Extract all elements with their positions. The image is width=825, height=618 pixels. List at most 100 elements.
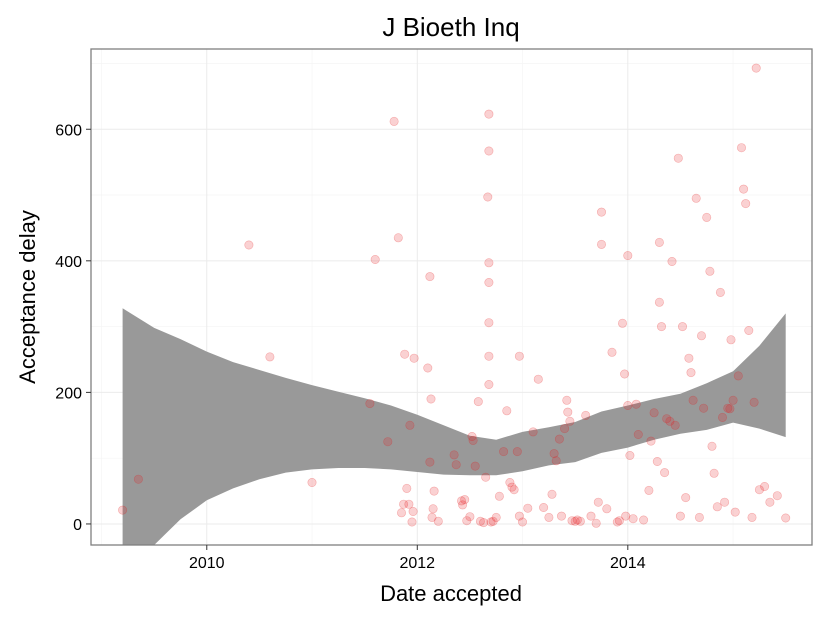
scatter-point [425,457,435,467]
scatter-point [481,472,491,482]
scatter-point [512,447,522,457]
scatter-point [614,516,624,526]
scatter-point [709,468,719,478]
scatter-point [725,404,735,414]
scatter-point [544,512,554,522]
scatter-point [365,399,375,409]
x-tick-label: 2014 [610,555,646,572]
scatter-point [623,400,633,410]
scatter-point [491,512,501,522]
y-tick-label: 600 [55,122,82,139]
scatter-point [696,331,706,341]
scatter-point [747,512,757,522]
scatter-point [484,109,494,119]
scatter-point [631,399,641,409]
scatter-point [460,495,470,505]
scatter-point [726,335,736,345]
scatter-point [621,511,631,521]
scatter-point [620,369,630,379]
scatter-point [739,184,749,194]
scatter-point [505,477,515,487]
scatter-point [567,516,577,526]
scatter-point [581,410,591,420]
scatter-point [741,199,751,209]
scatter-point [396,508,406,518]
scatter-point [473,397,483,407]
scatter-point [688,395,698,405]
scatter-point [760,481,770,491]
scatter-point [654,297,664,307]
scatter-point [494,491,504,501]
scatter-point [772,491,782,501]
x-axis: 2010 2012 2014 [189,545,646,572]
scatter-point [691,193,701,203]
scatter-point [479,518,489,528]
scatter-point [484,277,494,287]
scatter-point [556,511,566,521]
scatter-point [265,352,275,362]
scatter-point [652,456,662,466]
confidence-band [122,308,786,545]
scatter-point [400,349,410,359]
scatter-point [451,460,461,470]
scatter-point [702,212,712,222]
scatter-point [404,499,414,509]
scatter-point [433,516,443,526]
scatter-point [502,406,512,416]
scatter-point [507,482,517,492]
scatter-point [244,240,254,250]
scatter-point [517,517,527,527]
scatter-point [402,483,412,493]
scatter-point [484,379,494,389]
scatter-point [554,434,564,444]
chart-title: J Bioeth Inq [382,12,519,42]
scatter-point [646,436,656,446]
scatter-point [596,207,606,217]
scatter-point [765,497,775,507]
scatter-point [383,437,393,447]
y-tick-label: 200 [55,385,82,402]
scatter-point [470,461,480,471]
scatter-point [547,489,557,499]
scatter-point [499,447,509,457]
scatter-point [399,499,409,509]
scatter-point [468,435,478,445]
scatter-point [458,500,468,510]
scatter-point [593,497,603,507]
scatter-point [628,514,638,524]
panel-border [90,48,813,546]
scatter-point [570,516,580,526]
x-tick-label: 2012 [399,555,435,572]
scatter-point [449,450,459,460]
scatter-point [465,512,475,522]
scatter-point [575,516,585,526]
scatter-point [617,318,627,328]
scatter-point [730,507,740,517]
y-axis: 0 200 400 600 [55,122,91,534]
scatter-point [712,502,722,512]
scatter-point [428,504,438,514]
scatter-point [670,420,680,430]
scatter-point [551,456,561,466]
scatter-point [572,515,582,525]
scatter-point [633,429,643,439]
scatter-point [426,394,436,404]
scatter-point [639,515,649,525]
scatter-point [665,416,675,426]
scatter-point [484,146,494,156]
scatter-point [475,516,485,526]
scatter-point [662,414,672,424]
scatter-point [736,143,746,153]
scatter-point [744,325,754,335]
scatter-point [751,63,761,73]
scatter-point [675,511,685,521]
scatter-point [649,408,659,418]
scatter-point [717,412,727,422]
scatter-point [484,351,494,361]
scatter-point [644,485,654,495]
scatter-point [781,513,791,523]
scatter-point [612,517,622,527]
scatter-point [707,441,717,451]
scatter-point [715,287,725,297]
